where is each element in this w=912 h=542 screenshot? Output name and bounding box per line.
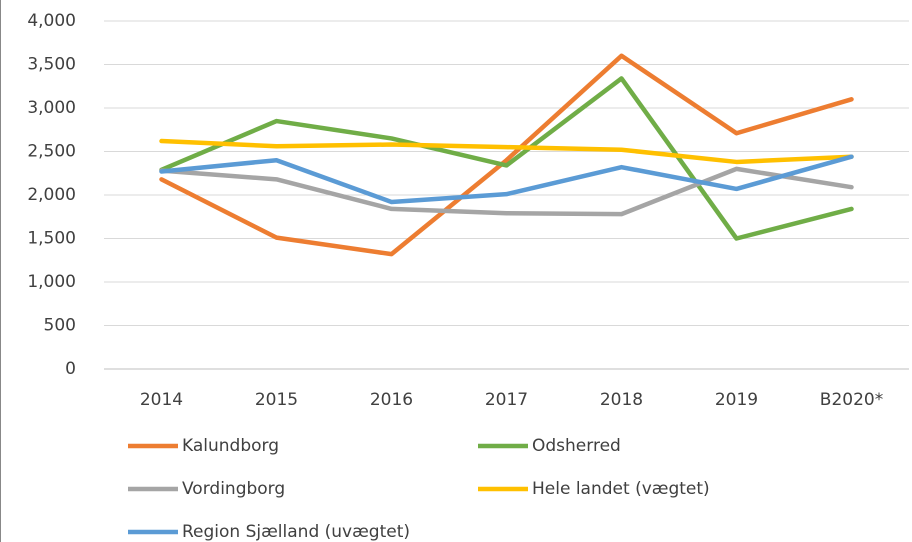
y-tick-label: 4,000	[27, 11, 76, 31]
x-tick-label: 2018	[600, 390, 643, 410]
y-tick-label: 3,500	[27, 55, 76, 75]
y-tick-label: 3,000	[27, 98, 76, 118]
y-tick-label: 1,000	[27, 272, 76, 292]
y-tick-label: 2,500	[27, 142, 76, 162]
x-tick-label: B2020*	[820, 390, 883, 410]
x-tick-label: 2017	[485, 390, 528, 410]
y-tick-label: 0	[65, 359, 76, 379]
x-tick-label: 2019	[715, 390, 758, 410]
y-tick-label: 2,000	[27, 185, 76, 205]
legend-label: Odsherred	[532, 436, 621, 456]
x-tick-label: 2015	[255, 390, 298, 410]
legend-label: Hele landet (vægtet)	[532, 479, 710, 499]
series-line	[159, 154, 854, 205]
legend-label: Region Sjælland (uvægtet)	[182, 522, 410, 542]
legend-label: Kalundborg	[182, 436, 279, 456]
x-tick-label: 2014	[140, 390, 183, 410]
legend-label: Vordingborg	[182, 479, 285, 499]
series-line	[159, 138, 854, 165]
y-tick-label: 500	[44, 316, 76, 336]
x-tick-label: 2016	[370, 390, 413, 410]
series-line	[159, 53, 854, 257]
y-tick-label: 1,500	[27, 229, 76, 249]
series-line	[159, 166, 854, 217]
series-line	[159, 76, 854, 241]
